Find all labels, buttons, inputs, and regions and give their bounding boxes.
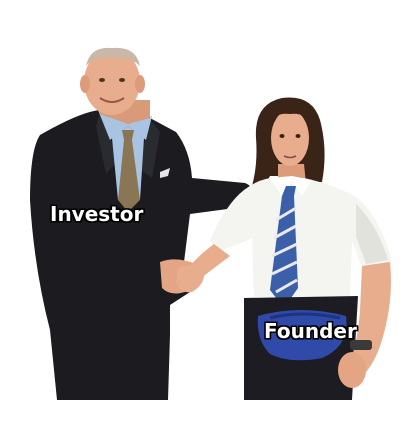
founder-figure [176, 97, 392, 400]
founder-label: Founder [264, 319, 357, 343]
investor-label: Investor [50, 202, 144, 226]
